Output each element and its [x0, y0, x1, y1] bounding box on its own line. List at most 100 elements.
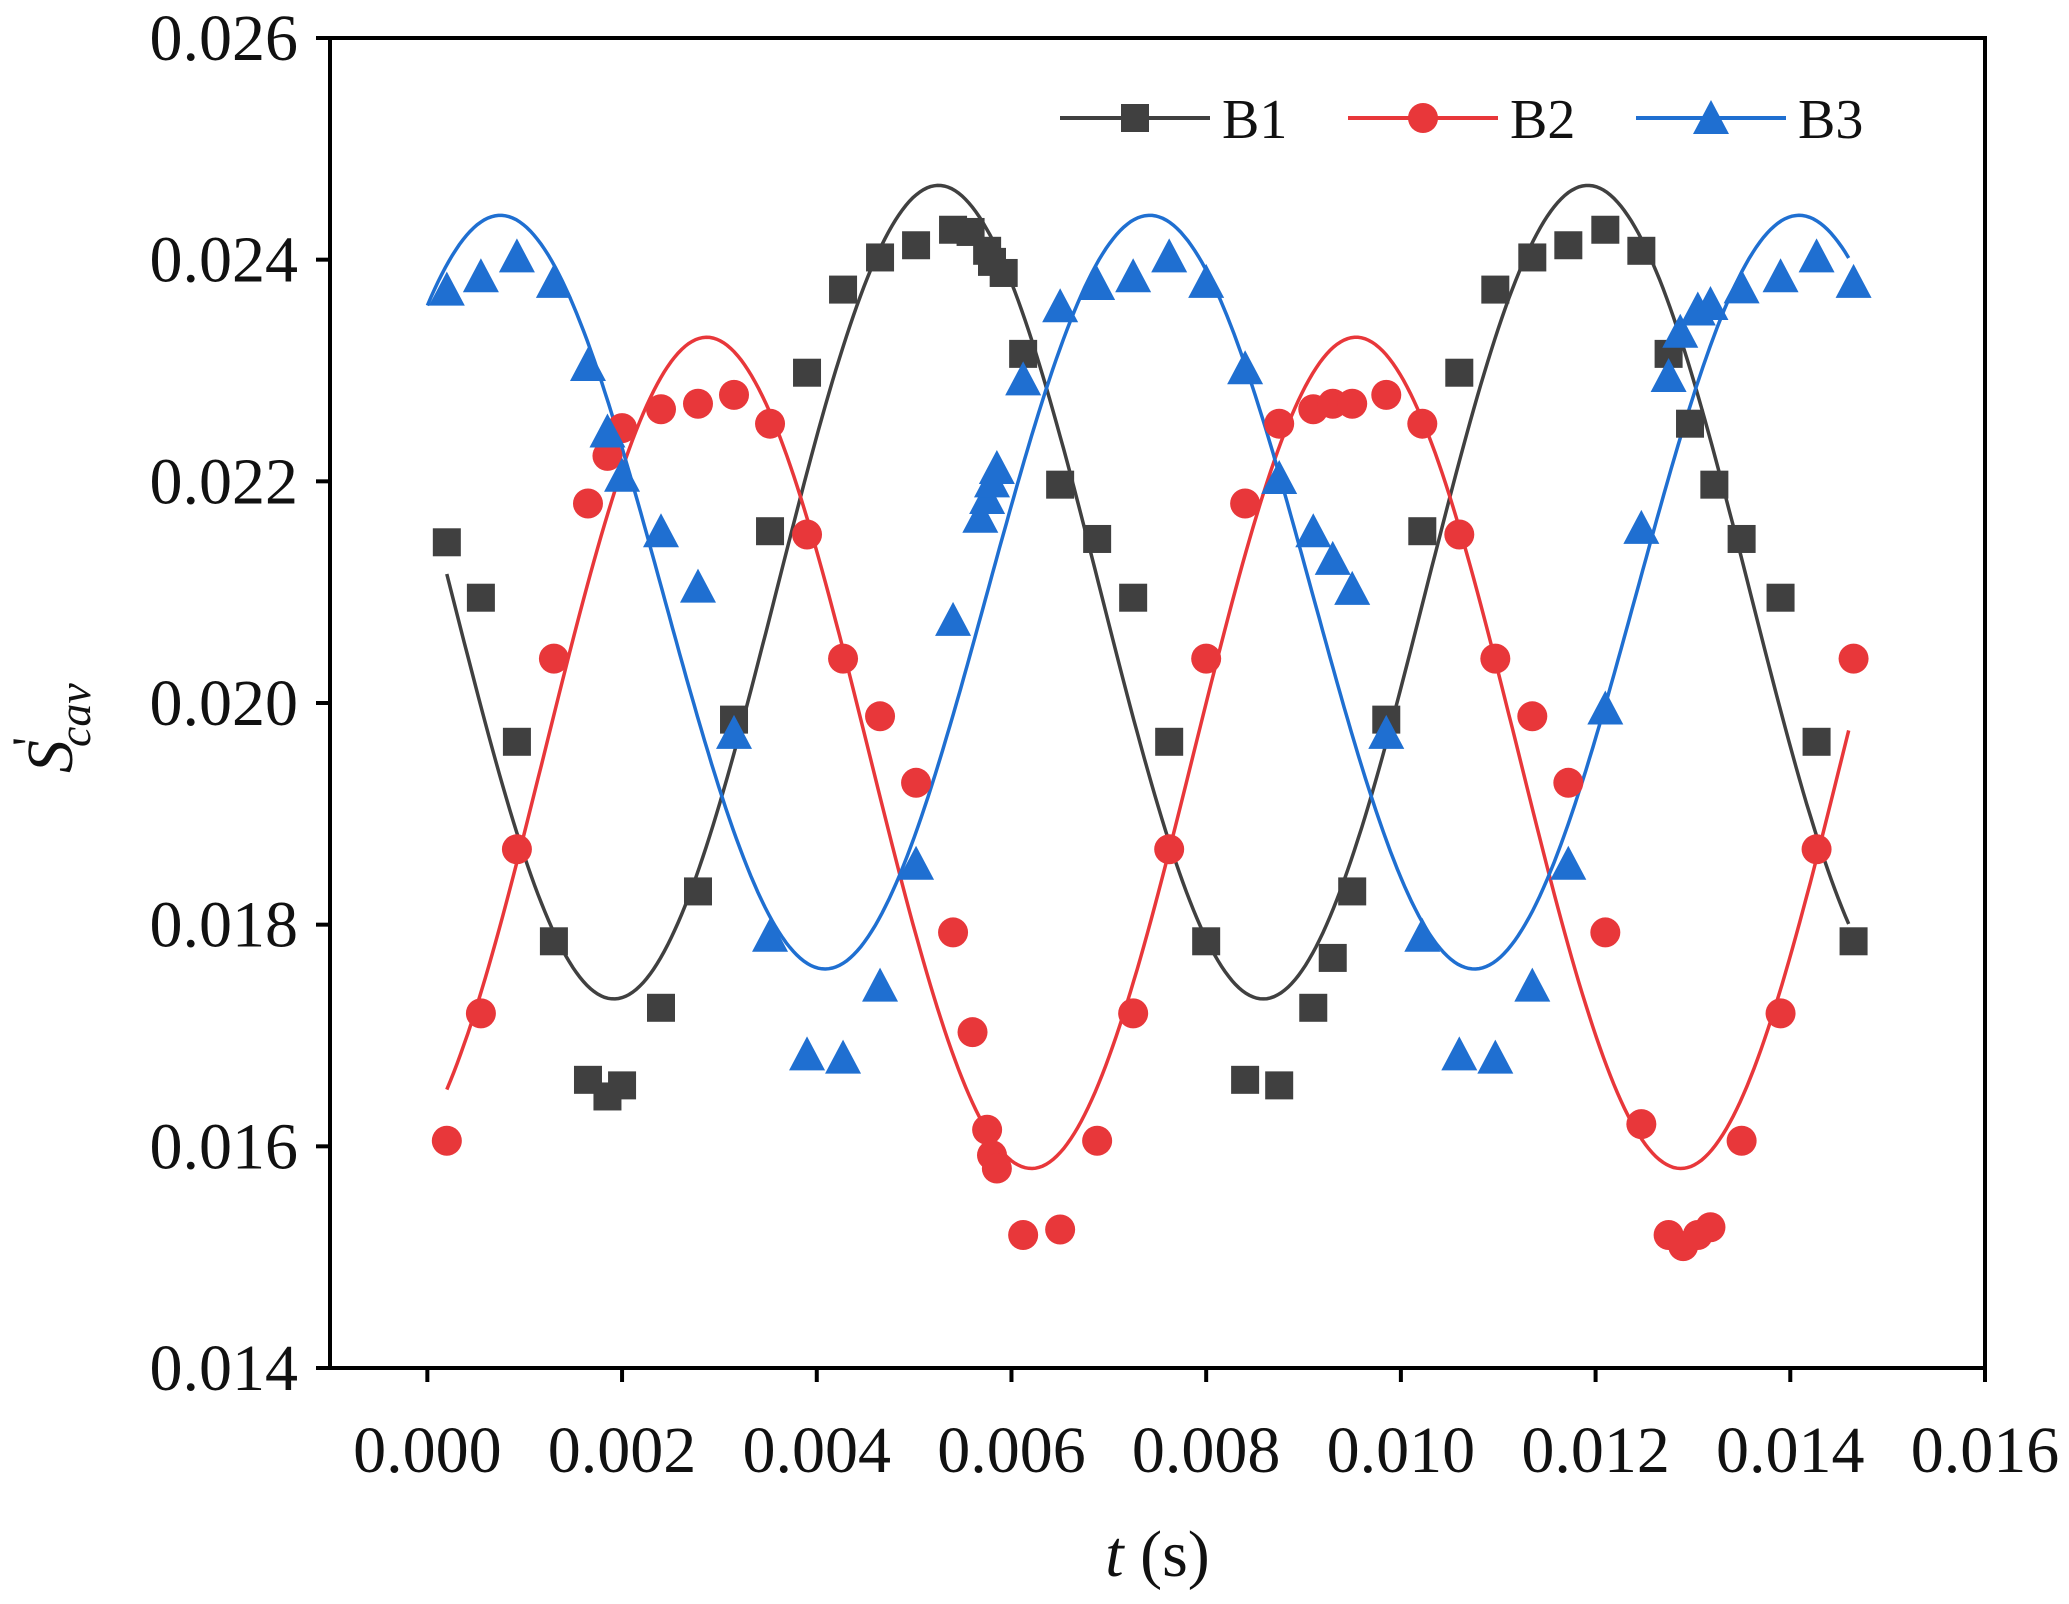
data-point-b1: [539, 927, 568, 956]
data-point-b2: [828, 643, 859, 674]
data-point-b2: [1695, 1212, 1726, 1243]
data-point-b2: [1371, 379, 1402, 410]
data-point-b1: [793, 358, 822, 387]
data-point-b3: [679, 568, 716, 603]
x-tick-label: 0.004: [743, 1414, 892, 1487]
data-point-b1: [1231, 1065, 1260, 1094]
data-point-b3: [898, 845, 935, 880]
data-point-b2: [1765, 998, 1796, 1029]
y-axis-label-prime: ': [1, 737, 57, 746]
data-point-b3: [498, 238, 535, 273]
data-point-b3: [1550, 845, 1587, 880]
legend-marker-b2: [1408, 103, 1438, 133]
data-point-b2: [646, 394, 676, 425]
data-point-b3: [462, 258, 499, 293]
data-point-b2: [1517, 701, 1548, 732]
data-point-b2: [755, 408, 786, 439]
data-point-b2: [1626, 1109, 1657, 1140]
data-point-b3: [1042, 288, 1079, 323]
data-point-b3: [1368, 714, 1405, 749]
axes: 0.000 0.002 0.004 0.006 0.008 0.010 0.012 0.014…: [150, 2, 2060, 1487]
data-point-b1: [1083, 524, 1112, 553]
y-axis-label: S'cav: [1, 683, 100, 773]
x-tick-label: 0.008: [1132, 1414, 1281, 1487]
y-tick-label: 0.014: [150, 1332, 299, 1405]
data-point-b3: [825, 1039, 862, 1074]
data-point-b3: [643, 513, 679, 548]
data-point-b3: [569, 346, 606, 381]
fit-curve-b2: [445, 335, 1851, 1171]
data-point-b1: [902, 231, 931, 260]
data-point-b2: [592, 440, 623, 471]
data-point-b2: [465, 998, 496, 1029]
data-point-b3: [1404, 917, 1441, 952]
data-point-b2: [501, 834, 532, 865]
data-point-b1: [1119, 583, 1148, 612]
data-point-b3: [1650, 358, 1687, 393]
data-point-b1: [1627, 236, 1656, 265]
legend-label-b2: B2: [1510, 89, 1575, 151]
data-point-b3: [789, 1036, 826, 1071]
plot-frame: [328, 36, 1987, 1370]
data-point-b1: [866, 243, 895, 272]
series-b1: [432, 215, 1868, 1111]
legend: B1 B2 B3: [1060, 89, 1863, 151]
data-point-b3: [428, 271, 465, 306]
data-point-b2: [682, 388, 713, 419]
data-point-b2: [1082, 1125, 1113, 1156]
data-point-b1: [1265, 1071, 1294, 1100]
y-axis-label-base: S: [14, 740, 87, 773]
data-point-b2: [1264, 408, 1295, 439]
data-point-b2: [1045, 1214, 1076, 1245]
data-point-b2: [957, 1017, 988, 1048]
data-point-b3: [1314, 540, 1351, 575]
data-point-b1: [1518, 243, 1547, 272]
data-point-b3: [1079, 266, 1116, 301]
data-point-b1: [1727, 524, 1756, 553]
data-point-b2: [1118, 998, 1149, 1029]
data-point-b2: [1407, 408, 1438, 439]
data-point-b1: [1318, 943, 1347, 972]
fit-curve-b3: [425, 213, 1851, 971]
data-point-b2: [981, 1153, 1012, 1184]
legend-label-b1: B1: [1222, 89, 1287, 151]
x-axis-label: t (s): [1105, 1518, 1210, 1591]
data-point-b3: [1188, 263, 1225, 298]
data-point-b3: [1798, 238, 1835, 273]
data-point-b1: [432, 528, 461, 557]
data-point-b2: [1480, 643, 1511, 674]
data-point-b1: [756, 517, 785, 546]
y-tick-label: 0.026: [150, 2, 299, 75]
x-axis-label-unit: (s): [1124, 1518, 1210, 1591]
data-point-b1: [466, 583, 495, 612]
data-point-b1: [1299, 993, 1328, 1022]
legend-marker-b1: [1121, 104, 1149, 132]
data-point-b3: [1227, 350, 1264, 385]
series-b3: [428, 238, 1872, 1074]
data-point-b2: [1008, 1220, 1039, 1250]
data-point-b1: [1591, 215, 1620, 244]
data-point-b2: [1590, 917, 1621, 948]
data-point-b3: [1723, 269, 1760, 304]
data-point-b3: [1151, 238, 1188, 273]
y-axis-label-sub: cav: [49, 683, 100, 747]
data-point-b1: [1554, 231, 1583, 260]
data-point-b1: [989, 258, 1018, 287]
x-tick-label: 0.006: [937, 1414, 1086, 1487]
data-point-b1: [829, 275, 858, 304]
data-point-b3: [1514, 967, 1551, 1002]
data-point-b1: [1408, 517, 1437, 546]
data-point-b1: [1481, 275, 1510, 304]
x-tick-label: 0.002: [548, 1414, 697, 1487]
y-tick-label: 0.016: [150, 1110, 299, 1183]
y-tick-label: 0.024: [150, 224, 299, 297]
data-point-b3: [1623, 509, 1660, 544]
data-point-b3: [962, 498, 999, 533]
data-point-b3: [1261, 460, 1298, 495]
data-point-b2: [1726, 1125, 1757, 1156]
data-point-b3: [1334, 570, 1371, 605]
data-point-b3: [1692, 286, 1729, 320]
data-point-b3: [1762, 258, 1799, 293]
data-point-b1: [1700, 470, 1729, 499]
